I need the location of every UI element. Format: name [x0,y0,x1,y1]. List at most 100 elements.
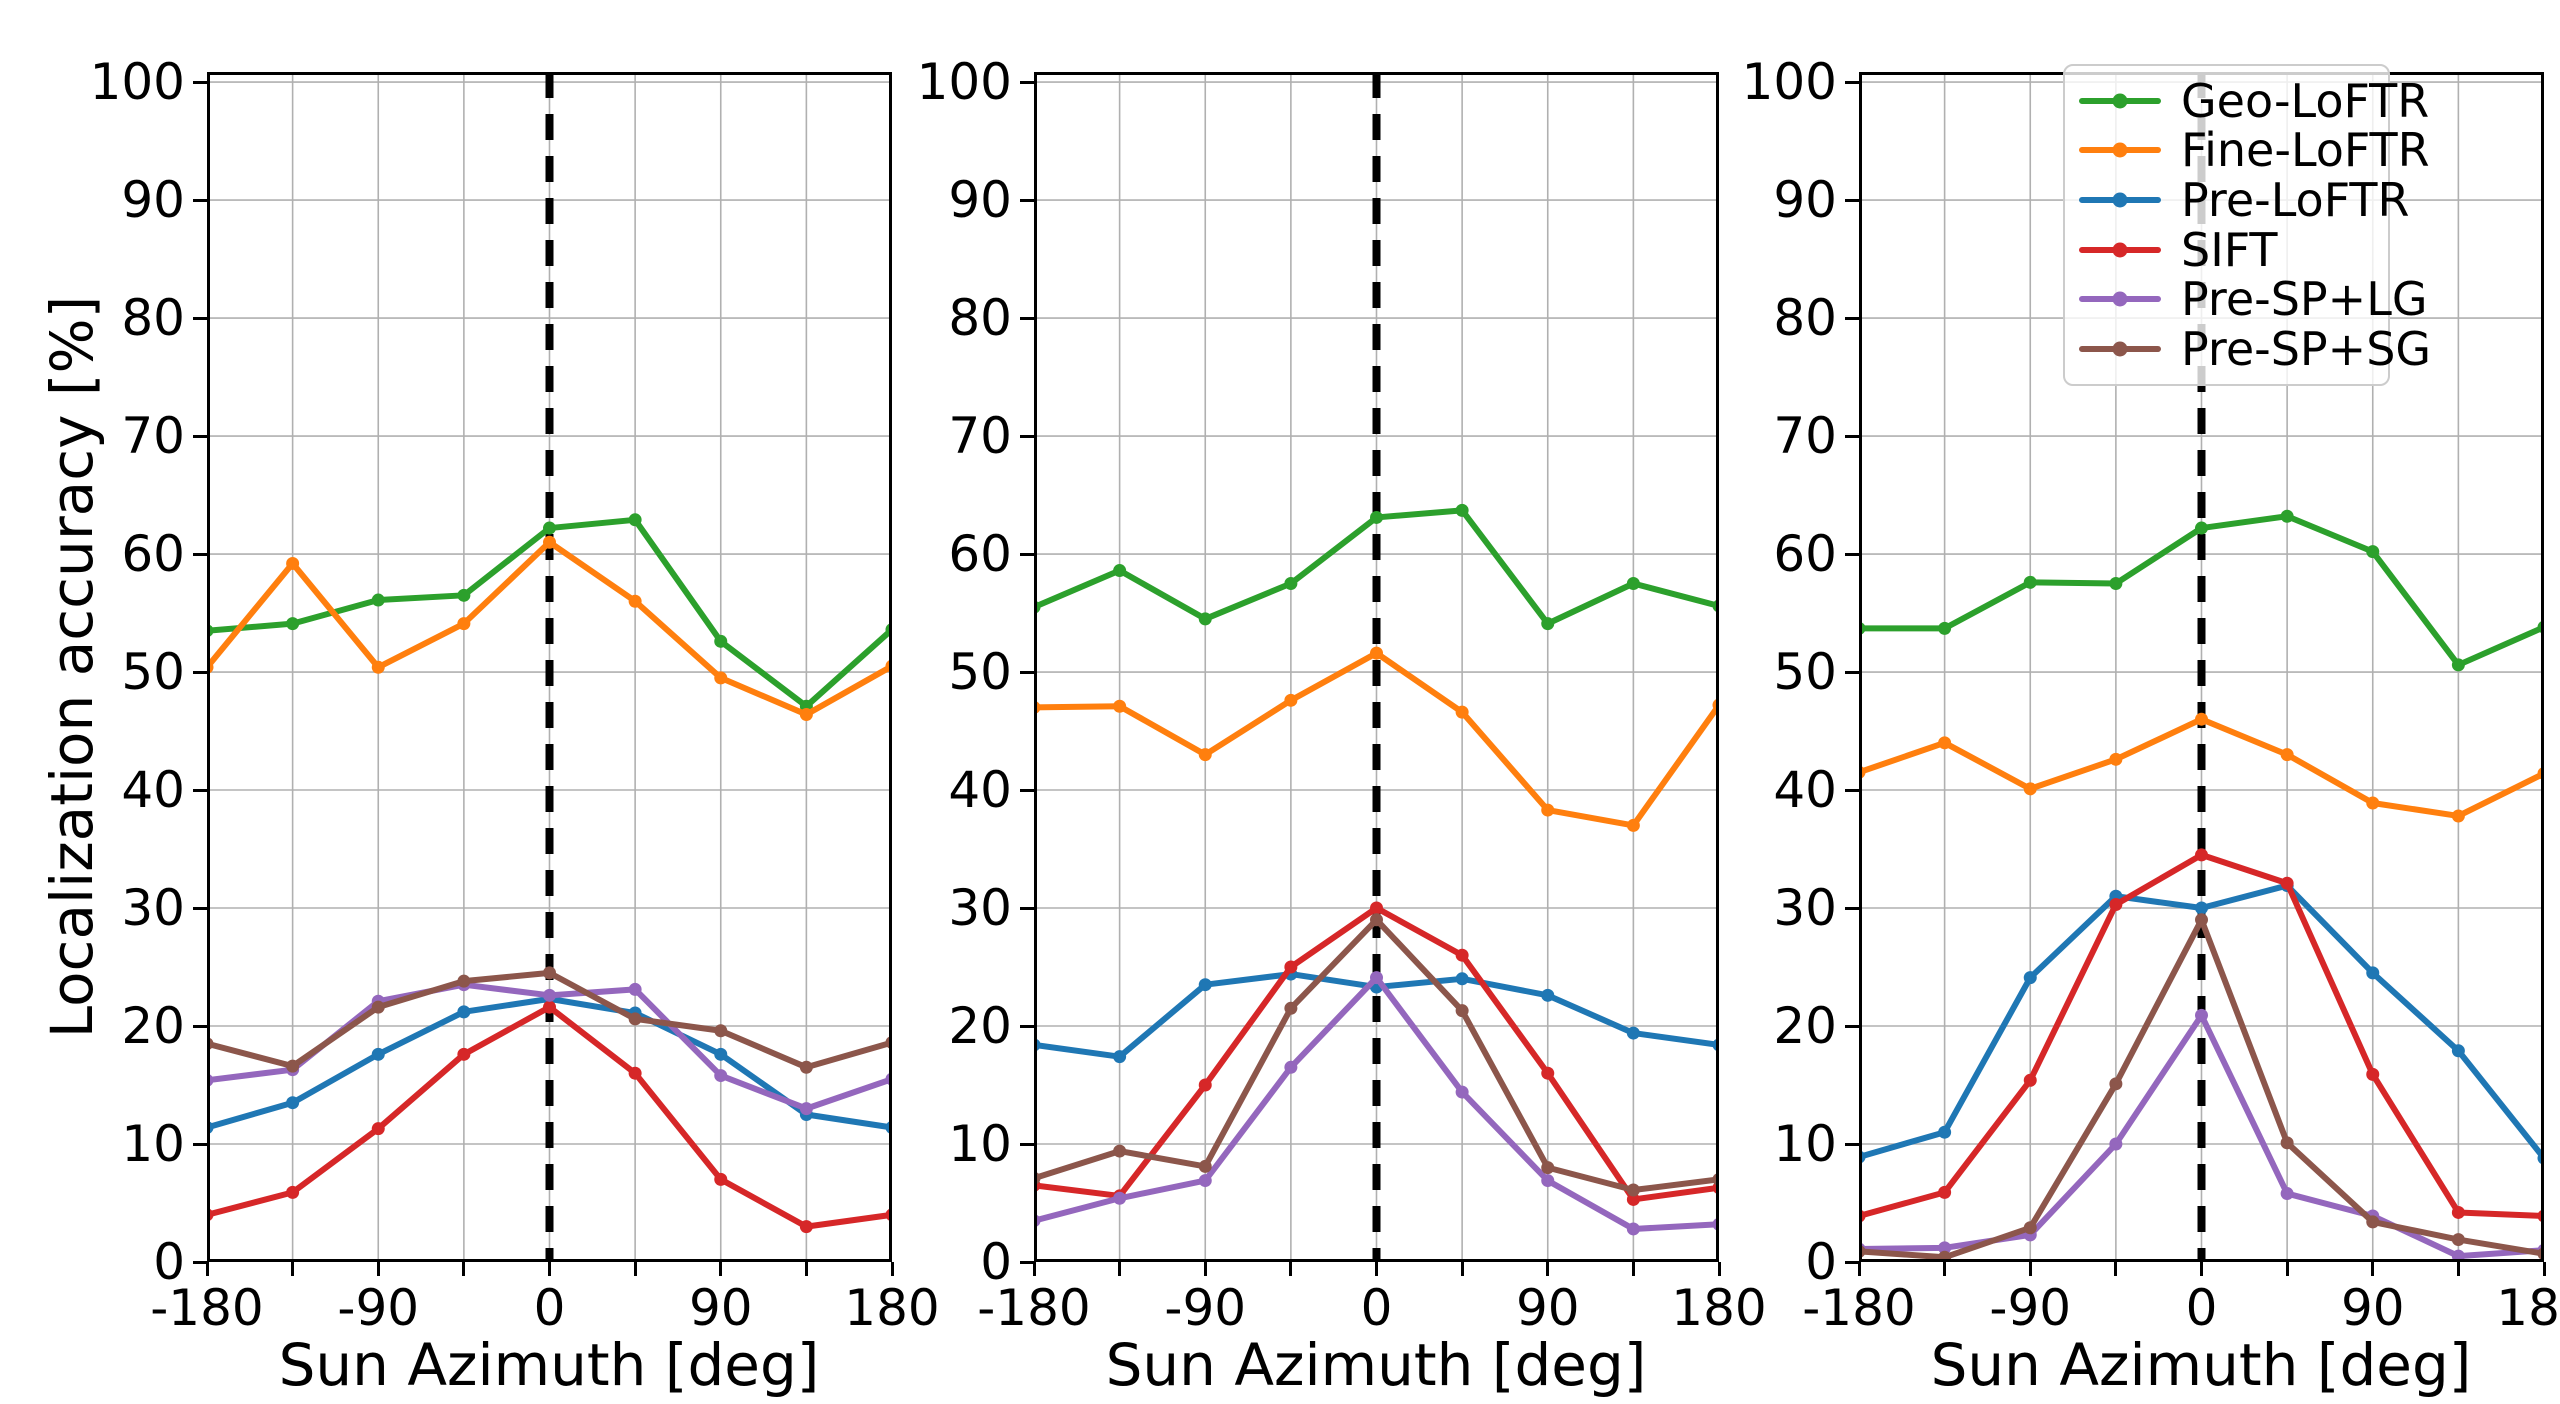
y-tick-mark [1020,1260,1034,1264]
series-marker-Fine-LoFTR [2366,796,2380,810]
x-tick-label: 90 [688,1279,753,1337]
x-tick-mark [2200,1262,2203,1276]
series-marker-Fine-LoFTR [371,660,385,674]
legend-line-sample [2079,291,2161,307]
legend-label: Geo-LoFTR [2181,73,2430,128]
series-marker-Pre-SP+LG [1626,1222,1640,1236]
series-marker-Pre-SP+LG [1198,1174,1212,1188]
x-tick-label: -180 [977,1279,1091,1337]
y-tick-mark [1020,1142,1034,1146]
y-tick-label: 30 [948,879,1012,937]
y-tick-label: 70 [1773,407,1837,466]
series-marker-Fine-LoFTR [2280,748,2294,762]
legend-entry-Geo-LoFTR: Geo-LoFTR [2065,78,2429,124]
y-tick-label: 0 [153,1233,185,1291]
series-marker-Pre-SP+SG [1370,913,1383,927]
legend-entry-SIFT: SIFT [2065,227,2388,273]
y-tick-mark [193,670,207,674]
series-marker-Pre-SP+LG [1284,1060,1298,1074]
series-marker-Pre-SP+SG [2366,1215,2380,1229]
x-tick-mark [2542,1262,2546,1276]
series-marker-Geo-LoFTR [2109,577,2123,591]
y-tick-mark [1845,788,1859,792]
series-marker-Pre-SP+LG [714,1069,728,1083]
y-tick-label: 60 [121,525,185,584]
y-tick-label: 40 [121,761,185,819]
series-marker-Pre-SP+SG [799,1060,813,1074]
series-marker-Fine-LoFTR [2451,809,2465,823]
y-tick-mark [1020,434,1034,438]
series-marker-Pre-SP+SG [1113,1144,1127,1158]
y-tick-label: 0 [1805,1233,1837,1291]
series-marker-Pre-SP+SG [628,1012,642,1026]
series-marker-SIFT [1198,1078,1212,1092]
series-marker-Pre-SP+SG [457,974,471,988]
legend-marker-dot [2112,291,2128,307]
series-marker-Fine-LoFTR [1370,646,1383,660]
x-tick-mark [1717,1262,1721,1276]
y-tick-mark [1845,1024,1859,1028]
subplot-right-plot-area [1859,72,2544,1262]
series-marker-Pre-SP+LG [1938,1241,1952,1255]
series-marker-Fine-LoFTR [1284,693,1298,707]
series-marker-Pre-SP+SG [714,1024,728,1038]
series-marker-SIFT [543,1000,556,1014]
x-tick-mark [1203,1262,1207,1276]
y-tick-mark [1845,80,1859,84]
series-marker-SIFT [714,1172,728,1186]
legend-label: Pre-SP+LG [2181,272,2428,327]
series-marker-Pre-LoFTR [2366,966,2380,980]
y-tick-mark [193,434,207,438]
y-tick-mark [193,1024,207,1028]
series-marker-Pre-LoFTR [1198,978,1212,992]
x-tick-mark [548,1262,551,1276]
series-marker-SIFT [286,1185,300,1199]
y-tick-mark [1020,670,1034,674]
series-marker-Geo-LoFTR [714,634,728,648]
series-marker-Pre-SP+LG [2109,1137,2123,1151]
series-marker-Fine-LoFTR [286,556,300,570]
series-marker-Geo-LoFTR [371,593,385,607]
subplot-left-plot-area [207,72,892,1262]
series-marker-SIFT [371,1122,385,1136]
y-tick-label: 60 [1773,525,1837,584]
series-marker-Fine-LoFTR [1626,818,1640,832]
series-marker-SIFT [799,1220,813,1234]
y-tick-label: 40 [948,761,1012,819]
x-tick-mark [719,1262,723,1276]
y-tick-label: 50 [121,643,185,701]
series-marker-Pre-LoFTR [1541,988,1555,1002]
legend-entry-Fine-LoFTR: Fine-LoFTR [2065,127,2430,173]
series-marker-Pre-LoFTR [457,1005,471,1019]
y-tick-label: 30 [1773,879,1837,937]
series-marker-Pre-SP+SG [286,1059,300,1073]
y-tick-label: 70 [948,407,1012,466]
x-tick-mark [2456,1262,2460,1276]
y-tick-mark [193,1260,207,1264]
chart-canvas-1 [1034,72,1719,1262]
series-marker-Pre-SP+LG [1541,1174,1555,1188]
x-tick-mark [291,1262,295,1276]
series-marker-Fine-LoFTR [2023,782,2037,796]
series-marker-Geo-LoFTR [2195,521,2208,535]
x-tick-mark [1118,1262,1122,1276]
series-marker-Pre-SP+LG [2280,1187,2294,1201]
y-tick-label: 90 [1773,171,1837,230]
x-tick-mark [376,1262,380,1276]
x-tick-label: -180 [1802,1279,1916,1337]
series-marker-Geo-LoFTR [1113,564,1127,578]
y-tick-label: 80 [1773,289,1837,348]
series-marker-SIFT [2195,848,2208,862]
legend-marker-dot [2112,142,2128,158]
series-marker-Pre-LoFTR [1626,1026,1640,1040]
series-marker-Pre-SP+SG [2023,1221,2037,1235]
x-tick-mark [205,1262,209,1276]
series-marker-Pre-LoFTR [714,1047,728,1061]
series-marker-Fine-LoFTR [799,707,813,721]
y-tick-label: 50 [948,643,1012,701]
series-marker-Geo-LoFTR [1370,510,1383,524]
series-marker-Pre-SP+LG [628,982,642,996]
x-tick-mark [2028,1262,2032,1276]
series-marker-Pre-SP+SG [1626,1183,1640,1197]
series-marker-SIFT [628,1066,642,1080]
